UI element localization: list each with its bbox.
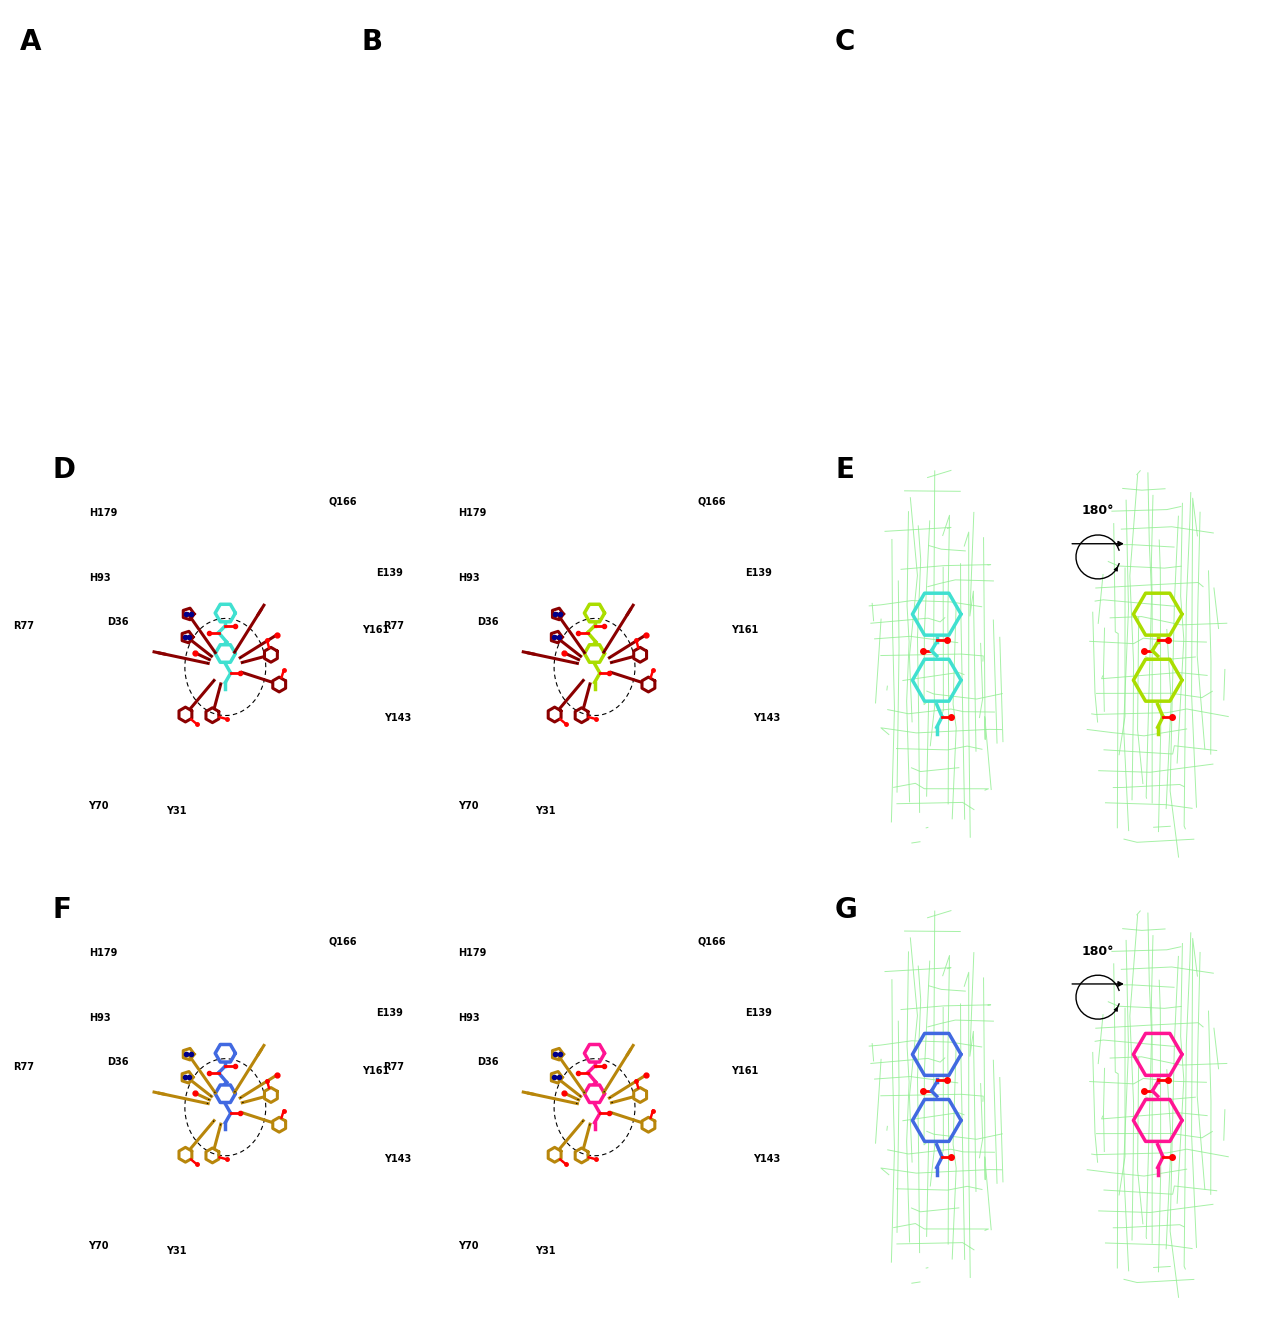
Text: D36: D36 xyxy=(477,618,498,627)
Text: H179: H179 xyxy=(90,948,118,958)
Text: Y70: Y70 xyxy=(88,800,109,811)
Text: B: B xyxy=(361,28,383,56)
Text: G: G xyxy=(835,896,858,924)
Text: H93: H93 xyxy=(459,1013,480,1023)
Text: A: A xyxy=(19,28,41,56)
Text: Y31: Y31 xyxy=(167,806,187,816)
Text: C: C xyxy=(835,28,856,56)
Text: Y70: Y70 xyxy=(88,1241,109,1251)
Text: Y70: Y70 xyxy=(457,1241,478,1251)
Text: D36: D36 xyxy=(108,618,129,627)
Text: Q166: Q166 xyxy=(698,496,726,507)
Text: R77: R77 xyxy=(14,1062,35,1071)
Text: Y161: Y161 xyxy=(363,626,389,635)
Text: Y143: Y143 xyxy=(384,1154,411,1163)
Text: H93: H93 xyxy=(90,572,110,583)
Text: H93: H93 xyxy=(90,1013,110,1023)
Text: R77: R77 xyxy=(383,1062,404,1071)
Text: H179: H179 xyxy=(459,948,487,958)
Text: D36: D36 xyxy=(108,1058,129,1067)
Text: Y161: Y161 xyxy=(731,1066,758,1075)
Text: Y143: Y143 xyxy=(753,1154,780,1163)
Text: E139: E139 xyxy=(744,568,771,578)
Text: H179: H179 xyxy=(90,508,118,518)
Text: Q166: Q166 xyxy=(698,936,726,947)
Text: R77: R77 xyxy=(383,622,404,631)
Text: 180°: 180° xyxy=(1081,504,1114,518)
Text: R77: R77 xyxy=(14,622,35,631)
Text: D: D xyxy=(53,456,76,484)
Text: Q166: Q166 xyxy=(329,936,357,947)
Text: H179: H179 xyxy=(459,508,487,518)
Text: D36: D36 xyxy=(477,1058,498,1067)
Text: Y31: Y31 xyxy=(535,1246,556,1257)
Text: E139: E139 xyxy=(375,1009,402,1018)
Text: Y31: Y31 xyxy=(167,1246,187,1257)
Text: E139: E139 xyxy=(744,1009,771,1018)
Text: Y161: Y161 xyxy=(731,626,758,635)
Text: E139: E139 xyxy=(375,568,402,578)
Text: H93: H93 xyxy=(459,572,480,583)
Text: F: F xyxy=(53,896,70,924)
Text: Y70: Y70 xyxy=(457,800,478,811)
Text: Y31: Y31 xyxy=(535,806,556,816)
Text: Y143: Y143 xyxy=(753,714,780,723)
Text: Q166: Q166 xyxy=(329,496,357,507)
Text: Y143: Y143 xyxy=(384,714,411,723)
Text: 180°: 180° xyxy=(1081,944,1114,958)
Text: Y161: Y161 xyxy=(363,1066,389,1075)
Text: E: E xyxy=(835,456,854,484)
